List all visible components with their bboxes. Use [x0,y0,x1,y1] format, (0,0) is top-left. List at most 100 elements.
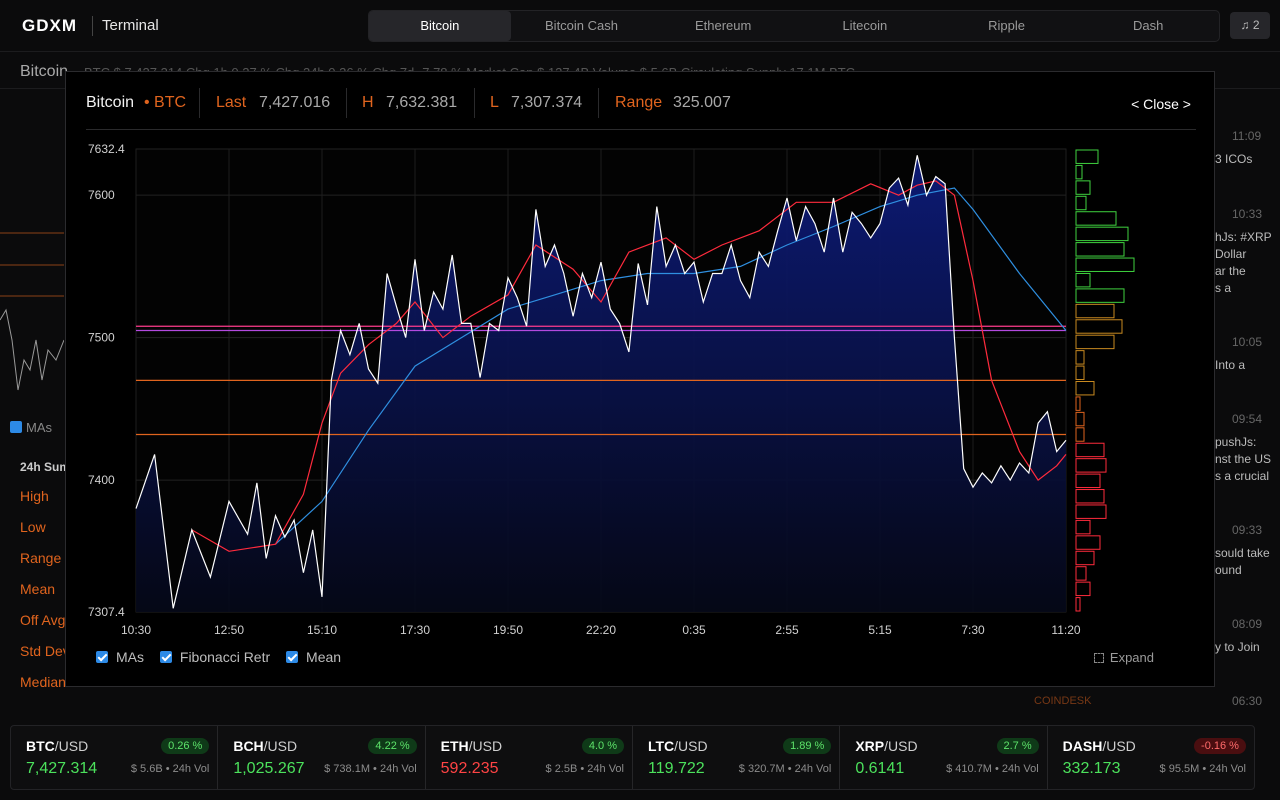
ticker-bar: BTC/USD 0.26 % 7,427.314 $ 5.6B • 24h Vo… [10,725,1255,790]
volume-profile-bar [1075,519,1091,535]
news-snippet[interactable]: sould take ound [1215,546,1270,577]
coin-name: Bitcoin [86,94,135,111]
ticker-pair: ETH/USD [440,738,503,754]
y-tick-label: 7632.4 [88,142,125,156]
ticker-btc[interactable]: BTC/USD 0.26 % 7,427.314 $ 5.6B • 24h Vo… [11,726,219,789]
volume-profile-bar [1075,442,1105,458]
ticker-volume: $ 5.6B • 24h Vol [130,763,210,775]
mean-line [275,187,1067,545]
news-snippet[interactable]: Into a [1215,358,1246,372]
volume-profile-bar [1075,535,1101,550]
price-chart: 7632.4 7600 7500 7400 7307.4 10:30 12:50 15:10 1… [66,132,1216,642]
x-tick-label: 12:50 [214,623,244,637]
volume-profile-bar [1075,581,1091,597]
price-area [136,155,1066,613]
ticker-price: 0.6141 [855,760,905,777]
chart-modal: Bitcoin • BTC Last 7,427.016 H 7,632.381… [65,71,1215,687]
expand-icon [1093,653,1104,663]
news-snippet[interactable]: y to Join [1215,640,1260,654]
high-value: 7,632.381 [386,94,458,111]
toggle-mas[interactable]: MAs [96,649,144,665]
price-line [135,155,1067,609]
notification-count: 2 [1252,18,1260,32]
background-stat-mean: Mean [20,581,56,597]
volume-profile-bar [1075,381,1095,396]
price-chart-svg: 7632.4 7600 7500 7400 7307.4 10:30 12:50 15:10 1… [88,142,1135,637]
ticker-volume: $ 2.5B • 24h Vol [545,763,624,775]
x-tick-label: 0:35 [682,623,706,637]
ticker-price: 332.173 [1062,760,1121,777]
news-time: 10:33 [1232,207,1263,221]
background-mas-toggle[interactable]: MAs [10,420,52,435]
ticker-price: 119.722 [647,760,705,777]
volume-profile-bar [1075,427,1085,442]
top-bar: GDXM Terminal Bitcoin Bitcoin Cash Ether… [0,0,1280,52]
close-button[interactable]: < Close > [1131,96,1191,112]
volume-profile-bar [1075,288,1125,303]
toggle-mean[interactable]: Mean [286,649,341,665]
background-stat-low: Low [20,519,46,535]
volume-profile-bar [1075,242,1125,257]
volume-profile-bar [1075,149,1099,164]
moving-average-line [191,180,1067,552]
notification-button[interactable]: ♫ 2 [1230,12,1270,39]
low-label: L [490,94,499,111]
toggle-fibonacci[interactable]: Fibonacci Retr [159,649,270,665]
ticker-eth[interactable]: ETH/USD 4.0 % 592.235 $ 2.5B • 24h Vol [426,726,633,789]
ticker-pair: XRP/USD [855,738,918,754]
ticker-pair: LTC/USD [647,738,708,754]
background-stat-off-avg: Off Avg [20,612,66,628]
ticker-pair: BTC/USD [26,738,89,754]
ticker-price: 1,025.267 [233,760,305,777]
background-summary-title: 24h Sum [20,460,71,474]
ticker-volume: $ 95.5M • 24h Vol [1159,763,1246,775]
tab-ethereum[interactable]: Ethereum [694,18,752,33]
x-tick-label: 17:30 [400,623,430,637]
tab-litecoin[interactable]: Litecoin [842,18,888,33]
tab-ripple[interactable]: Ripple [988,18,1025,33]
news-snippet[interactable]: 3 ICOs [1215,152,1253,166]
coin-symbol: • BTC [144,94,187,111]
volume-profile-bar [1075,458,1107,473]
volume-profile-bar [1075,319,1123,334]
news-time: 09:54 [1232,412,1263,426]
ticker-volume: $ 320.7M • 24h Vol [738,763,832,775]
ticker-ltc[interactable]: LTC/USD 1.89 % 119.722 $ 320.7M • 24h Vo… [633,726,841,789]
expand-button[interactable]: Expand [1093,650,1154,665]
checkbox-icon [159,651,172,663]
change-badge: -0.16 % [1194,738,1246,754]
checkbox-icon [286,651,299,663]
divider [598,88,599,118]
last-value: 7,427.016 [259,94,331,111]
background-mini-chart [0,232,64,391]
change-badge: 4.22 % [368,738,417,754]
news-snippet[interactable]: hJs: #XRP Dollar ar the s a [1215,230,1272,295]
news-snippet[interactable]: pushJs: nst the US s a crucial [1215,435,1272,483]
background-news-panel: 11:09 3 ICOs 10:33 hJs: #XRP Dollar ar t… [1215,120,1280,720]
volume-profile-bar [1075,334,1115,350]
last-label: Last [216,94,247,111]
divider [474,88,475,118]
coin-tabs: Bitcoin Bitcoin Cash Ethereum Litecoin R… [368,10,1220,42]
ticker-bch[interactable]: BCH/USD 4.22 % 1,025.267 $ 738.1M • 24h … [218,726,426,789]
range-label: Range [615,94,663,111]
y-tick-label: 7307.4 [88,605,125,619]
y-tick-label: 7500 [88,331,115,345]
ticker-xrp[interactable]: XRP/USD 2.7 % 0.6141 $ 410.7M • 24h Vol [840,726,1048,789]
volume-profile-bar [1075,226,1129,242]
volume-profile-bar [1075,489,1105,504]
change-badge: 4.0 % [581,738,624,754]
ticker-pair: BCH/USD [233,738,298,754]
ticker-price: 7,427.314 [26,760,98,777]
news-time: 11:09 [1232,129,1262,143]
volume-profile-bar [1075,180,1091,195]
tab-dash[interactable]: Dash [1133,18,1164,33]
news-time: 08:09 [1232,617,1263,631]
ticker-dash[interactable]: DASH/USD -0.16 % 332.173 $ 95.5M • 24h V… [1048,726,1254,789]
volume-profile-bar [1075,303,1115,319]
tab-bitcoin[interactable]: Bitcoin [369,11,511,41]
volume-profile-bar [1075,257,1135,272]
tab-bitcoin-cash[interactable]: Bitcoin Cash [545,18,618,33]
x-tick-label: 7:30 [961,623,985,637]
volume-profile-bar [1075,566,1087,581]
